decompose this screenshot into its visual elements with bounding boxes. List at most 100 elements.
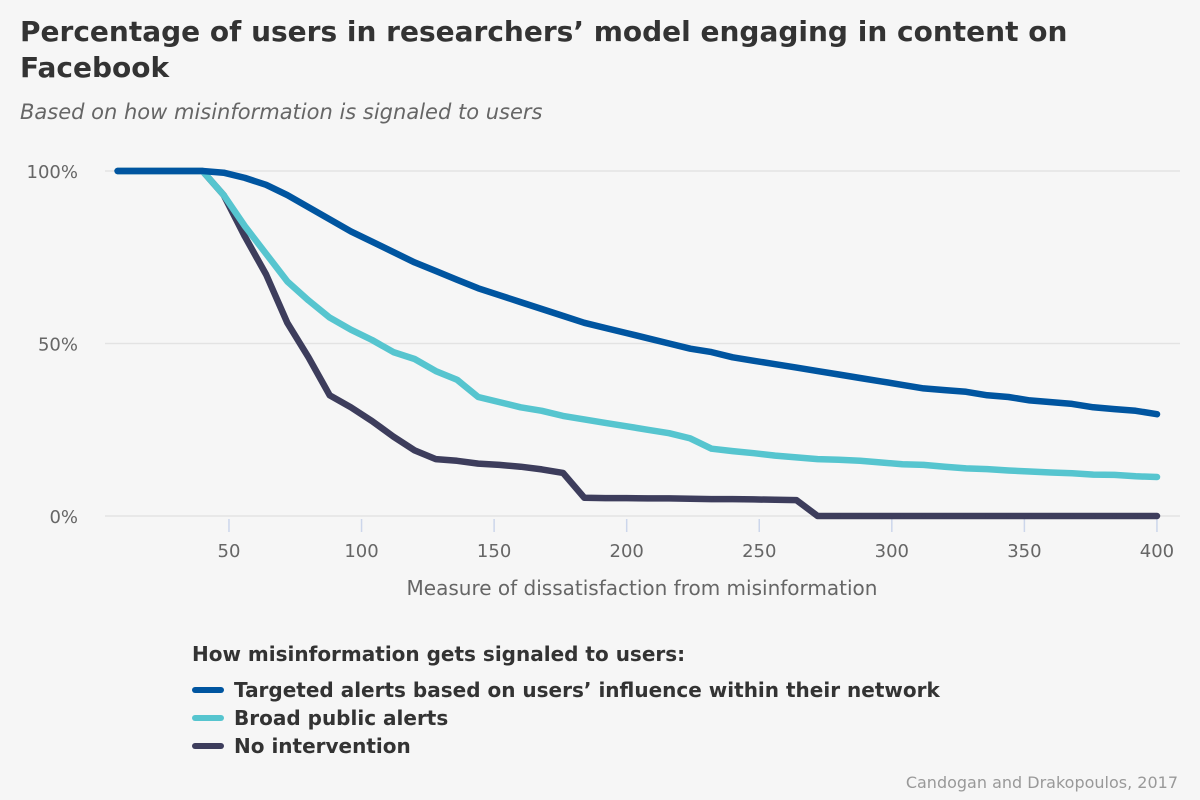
data-point: [921, 513, 926, 519]
data-point: [985, 466, 990, 472]
data-point: [348, 327, 354, 332]
data-point: [688, 496, 693, 501]
data-point: [963, 513, 969, 519]
data-point: [751, 451, 757, 456]
data-point: [1133, 474, 1138, 479]
chart-title: Percentage of users in researchers’ mode…: [20, 15, 1068, 84]
data-point: [412, 448, 417, 453]
data-point: [1027, 469, 1032, 474]
data-point: [1069, 401, 1075, 407]
data-point: [582, 320, 587, 325]
data-point: [963, 389, 969, 394]
data-point: [1069, 513, 1075, 519]
data-point: [1133, 408, 1138, 413]
legend-item-none[interactable]: No intervention: [192, 732, 940, 760]
legend-swatch: [192, 715, 224, 721]
legend-item-broad[interactable]: Broad public alerts: [192, 704, 940, 732]
x-tick-label: 200: [610, 541, 644, 562]
data-point: [285, 279, 290, 284]
data-point: [921, 386, 926, 391]
legend-swatch: [192, 687, 224, 693]
data-point: [624, 330, 629, 336]
data-point: [603, 495, 608, 501]
data-point: [560, 313, 566, 319]
data-point: [497, 462, 502, 468]
data-point: [921, 462, 926, 468]
data-point: [539, 306, 545, 312]
data-point: [263, 182, 269, 187]
data-point: [539, 408, 545, 413]
data-point: [433, 368, 438, 374]
data-point: [772, 497, 778, 502]
data-point: [454, 277, 460, 282]
data-point: [709, 446, 714, 451]
data-point: [518, 405, 523, 410]
x-tick-label: 300: [875, 541, 909, 562]
data-point: [327, 393, 332, 398]
data-point: [285, 192, 290, 198]
legend-swatch: [192, 743, 224, 749]
data-point: [857, 458, 863, 463]
data-point: [263, 251, 269, 256]
data-point: [836, 372, 841, 377]
data-point: [1133, 513, 1138, 519]
data-point: [1112, 513, 1117, 519]
x-tick-label: 150: [477, 541, 511, 562]
data-point: [582, 417, 587, 422]
data-point: [348, 405, 354, 410]
data-point: [306, 205, 311, 210]
data-point: [751, 497, 757, 502]
data-point: [815, 513, 820, 519]
data-point: [518, 464, 523, 469]
data-point: [730, 496, 735, 502]
data-point: [369, 418, 375, 424]
legend-title: How misinformation gets signaled to user…: [192, 642, 686, 666]
data-point: [1154, 513, 1160, 519]
data-point: [836, 513, 841, 519]
data-point: [709, 349, 714, 355]
data-point: [794, 365, 799, 370]
data-point: [582, 495, 587, 500]
data-point: [985, 513, 990, 519]
data-point: [476, 286, 481, 291]
data-point: [391, 249, 396, 255]
data-point: [1006, 468, 1011, 473]
data-point: [688, 436, 693, 441]
data-point: [221, 192, 226, 198]
data-point: [666, 431, 672, 436]
x-tick-label: 100: [344, 541, 378, 562]
data-point: [624, 495, 629, 501]
data-point: [942, 387, 948, 393]
data-point: [794, 497, 799, 503]
data-point: [306, 355, 311, 360]
data-point: [1048, 513, 1054, 519]
data-point: [1027, 398, 1032, 403]
data-point: [391, 434, 396, 439]
data-point: [560, 413, 566, 419]
data-point: [772, 453, 778, 458]
data-point: [369, 337, 375, 343]
data-point: [200, 168, 205, 174]
data-point: [794, 455, 799, 460]
x-tick-label: 350: [1007, 541, 1041, 562]
data-point: [836, 457, 841, 462]
data-point: [900, 462, 905, 467]
legend-label: No intervention: [234, 734, 411, 758]
data-point: [1027, 513, 1032, 519]
x-tick-label: 400: [1140, 541, 1174, 562]
data-point: [942, 513, 948, 519]
data-point: [157, 168, 163, 174]
data-point: [136, 168, 142, 174]
data-point: [1006, 394, 1011, 400]
data-point: [709, 496, 714, 502]
series-line-2: [114, 167, 1161, 520]
data-point: [985, 393, 990, 398]
data-point: [751, 358, 757, 363]
data-point: [263, 272, 269, 277]
data-point: [879, 379, 884, 384]
data-point: [1006, 513, 1011, 519]
legend-item-targeted[interactable]: Targeted alerts based on users’ influenc…: [192, 676, 940, 704]
line-chart: 0% 50% 100% 50 100 150 200 250 300 350 400 Measure …: [27, 162, 1180, 600]
data-point: [645, 496, 651, 501]
legend: How misinformation gets signaled to user…: [192, 642, 940, 760]
